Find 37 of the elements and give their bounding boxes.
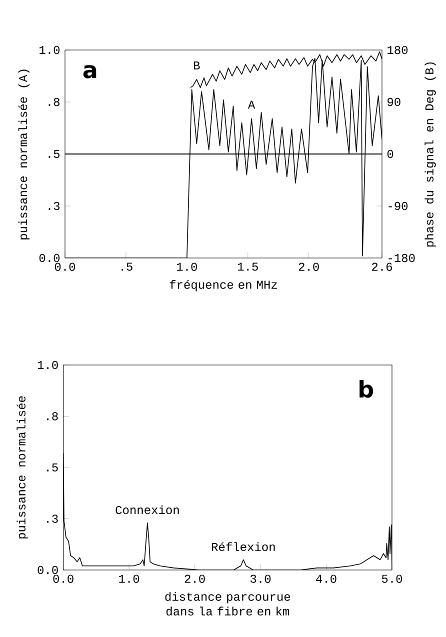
x-tick-label: 1.0 — [176, 262, 197, 271]
y-tick-label: 0.0 — [38, 566, 58, 574]
y-tick-label: .3 — [48, 202, 60, 210]
y-tick-label: .5 — [47, 463, 58, 472]
y2-tick-label: -180 — [388, 254, 415, 262]
x-tick-label: 5.0 — [382, 574, 402, 583]
x-tick-label: .5 — [122, 262, 132, 271]
x-tick-label: 1.5 — [238, 262, 258, 271]
y2-tick-label: 0 — [387, 150, 394, 158]
y-tick-label: .8 — [48, 98, 60, 106]
y-tick-label: .3 — [47, 514, 58, 523]
annotation: b — [360, 380, 374, 398]
y-axis-title: puissance normalisée (A) — [18, 70, 30, 240]
annotation: Réflexion — [212, 542, 275, 552]
y-tick-label: 0.0 — [39, 254, 60, 262]
series-label: B — [194, 62, 200, 70]
y2-tick-label: -90 — [388, 202, 408, 210]
x-tick-label: 1.0 — [119, 574, 140, 583]
series-label: A — [248, 100, 256, 109]
x-tick-label: 2.0 — [298, 262, 319, 271]
y-tick-label: .8 — [47, 412, 58, 420]
x-tick-label: 4.0 — [316, 574, 336, 583]
x-tick-label: 3.0 — [250, 574, 271, 583]
annotation: a — [83, 65, 96, 78]
y-tick-label: .5 — [48, 150, 60, 158]
x-axis-title: distance parcourue dans la fibre en km — [165, 592, 290, 616]
y2-axis-title: phase du signal en Deg (B) — [424, 62, 436, 247]
y2-tick-label: 90 — [388, 98, 400, 106]
y-axis-title: puissance normalisée — [16, 396, 28, 538]
y2-tick-label: 180 — [388, 46, 408, 54]
y-tick-label: 1.0 — [40, 46, 60, 54]
x-tick-label: 2.6 — [372, 262, 392, 271]
annotation: Connexion — [116, 505, 179, 514]
x-tick-label: 2.0 — [184, 574, 205, 583]
x-tick-label: 0.0 — [54, 262, 76, 271]
x-axis-title: fréquence en MHz — [170, 280, 277, 292]
y-tick-label: 1.0 — [38, 360, 58, 370]
